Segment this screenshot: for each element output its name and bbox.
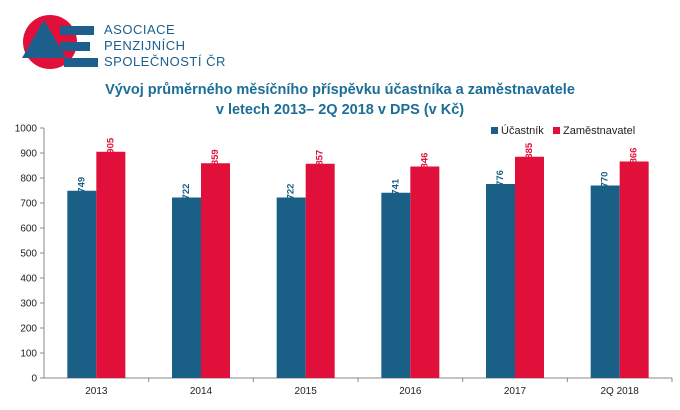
bar-zamestnavatel-2Q-2018: [619, 161, 649, 378]
y-tick-label: 900: [20, 149, 37, 160]
y-tick-label: 400: [20, 274, 37, 285]
bar-ucastnik-2013: [67, 190, 97, 378]
bar-zamestnavatel-2015: [305, 163, 335, 378]
x-tick-label: 2014: [190, 386, 213, 397]
chart-title-line1: Vývoj průměrného měsíčního příspěvku úča…: [105, 82, 575, 98]
chart-title-line2: v letech 2013– 2Q 2018 v DPS (v Kč): [215, 102, 465, 118]
data-label: 741: [390, 178, 401, 195]
y-tick-label: 0: [31, 374, 37, 385]
aps-logo: [22, 15, 98, 69]
org-name: ASOCIACE PENZIJNÍCH SPOLEČNOSTÍ ČR: [104, 22, 226, 70]
data-label: 846: [419, 153, 430, 169]
data-label: 857: [315, 150, 326, 166]
legend-label-zamestnavatel: Zaměstnavatel: [563, 125, 635, 137]
data-label: 866: [629, 148, 640, 164]
x-tick-label: 2017: [504, 386, 527, 397]
bar-zamestnavatel-2016: [410, 166, 440, 378]
org-name-line3: SPOLEČNOSTÍ ČR: [104, 54, 226, 69]
data-label: 859: [210, 149, 221, 165]
legend-label-ucastnik: Účastník: [501, 124, 544, 137]
y-tick-label: 600: [20, 224, 37, 235]
bar-ucastnik-2017: [486, 184, 515, 378]
bar-ucastnik-2015: [276, 197, 306, 378]
y-tick-label: 1000: [15, 124, 38, 135]
org-name-line1: ASOCIACE: [104, 22, 176, 37]
legend-swatch-zamestnavatel: [553, 127, 560, 134]
data-label: 905: [105, 137, 116, 154]
bar-ucastnik-2016: [381, 192, 411, 378]
data-label: 776: [495, 170, 506, 186]
y-tick-label: 100: [20, 349, 37, 360]
x-tick-label: 2015: [295, 386, 318, 397]
x-tick-label: 2Q 2018: [600, 386, 639, 397]
bar-ucastnik-2Q-2018: [590, 185, 620, 378]
bar-zamestnavatel-2013: [96, 151, 126, 378]
data-label: 885: [524, 142, 535, 159]
y-tick-label: 300: [20, 299, 37, 310]
x-tick-label: 2016: [399, 386, 422, 397]
data-label: 722: [181, 184, 192, 200]
legend-swatch-ucastnik: [491, 127, 498, 134]
y-tick-label: 200: [20, 324, 37, 335]
y-tick-label: 500: [20, 249, 37, 260]
chart-title: Vývoj průměrného měsíčního příspěvku úča…: [0, 80, 680, 120]
bar-zamestnavatel-2017: [515, 156, 544, 378]
data-label: 770: [600, 172, 611, 188]
bar-zamestnavatel-2014: [201, 163, 230, 378]
data-label: 722: [286, 184, 297, 200]
y-tick-label: 700: [20, 199, 37, 210]
y-tick-label: 800: [20, 174, 37, 185]
x-tick-label: 2013: [85, 386, 108, 397]
data-label: 749: [76, 177, 87, 193]
org-name-line2: PENZIJNÍCH: [104, 38, 186, 53]
bar-ucastnik-2014: [172, 197, 201, 378]
